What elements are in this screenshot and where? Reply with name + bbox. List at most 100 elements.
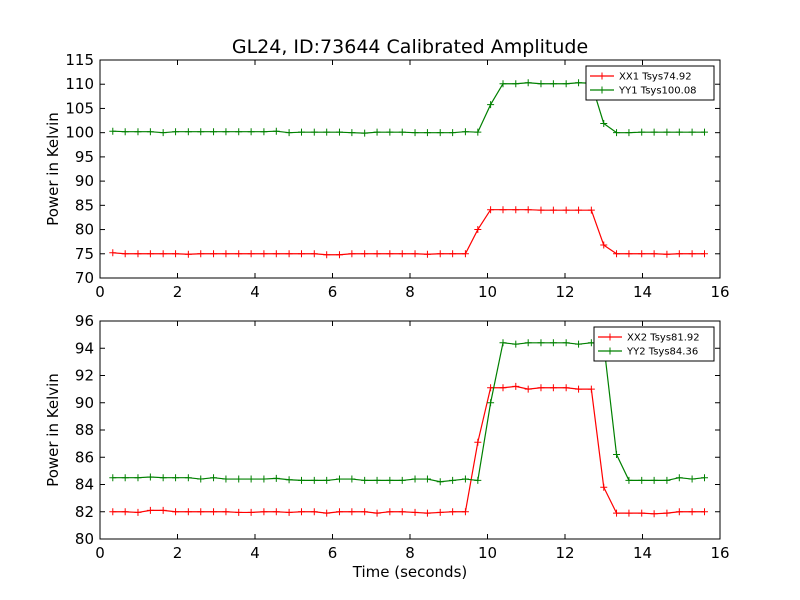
legend-marker	[598, 72, 606, 80]
data-point	[146, 506, 154, 514]
data-point	[411, 250, 419, 258]
data-point	[461, 128, 469, 136]
data-point	[650, 250, 658, 258]
data-point	[562, 206, 570, 214]
data-point	[499, 384, 507, 392]
data-point	[146, 473, 154, 481]
y-tick-label: 80	[75, 221, 94, 239]
legend-entry: XX2 Tsys81.92	[627, 333, 700, 344]
data-point	[373, 250, 381, 258]
data-point	[499, 80, 507, 88]
data-point	[701, 128, 708, 136]
data-point	[323, 128, 331, 136]
data-point	[537, 206, 545, 214]
data-point	[613, 129, 621, 137]
series-line-1	[112, 209, 705, 256]
x-tick-label: 12	[555, 544, 574, 562]
legend-marker	[606, 333, 614, 341]
data-point	[436, 508, 444, 516]
data-point	[575, 385, 583, 393]
y-tick-label: 75	[75, 245, 94, 263]
data-point	[650, 128, 658, 136]
data-point	[386, 128, 394, 136]
data-point	[134, 474, 142, 482]
x-tick-label: 0	[95, 544, 105, 562]
data-point	[638, 128, 646, 136]
data-point	[701, 250, 708, 258]
data-point	[549, 206, 557, 214]
data-point	[487, 399, 495, 407]
data-point	[474, 226, 482, 234]
data-point	[298, 508, 305, 516]
data-point	[474, 438, 482, 446]
data-point	[361, 129, 369, 137]
data-point	[146, 250, 154, 258]
x-tick-label: 2	[173, 544, 183, 562]
data-point	[146, 128, 154, 136]
data-point	[549, 384, 557, 392]
data-point	[474, 476, 482, 484]
data-point	[587, 385, 595, 393]
data-point	[411, 475, 419, 483]
data-point	[386, 476, 394, 484]
data-point	[423, 509, 431, 517]
data-point	[411, 508, 419, 516]
data-point	[285, 250, 293, 258]
y-axis-label: Power in Kelvin	[44, 373, 62, 487]
data-point	[625, 129, 633, 137]
data-point	[423, 129, 431, 137]
data-point	[247, 250, 255, 258]
data-point	[134, 250, 142, 258]
data-point	[675, 250, 683, 258]
data-point	[310, 128, 318, 136]
data-point	[348, 129, 356, 137]
data-point	[298, 250, 305, 258]
data-point	[436, 129, 444, 137]
data-point	[600, 483, 608, 491]
legend-entry: XX1 Tsys74.92	[619, 72, 692, 83]
data-point	[348, 508, 356, 516]
data-point	[575, 79, 583, 87]
data-point	[675, 474, 683, 482]
data-point	[423, 250, 431, 258]
data-point	[688, 508, 696, 516]
data-point	[449, 129, 457, 137]
data-point	[247, 475, 255, 483]
data-point	[663, 476, 671, 484]
data-point	[323, 476, 331, 484]
data-point	[298, 476, 305, 484]
data-point	[210, 250, 218, 258]
data-point	[121, 474, 129, 482]
data-point	[625, 509, 633, 517]
data-point	[650, 510, 658, 518]
data-point	[172, 508, 180, 516]
data-point	[335, 508, 343, 516]
data-point	[650, 476, 658, 484]
data-point	[600, 119, 608, 127]
data-point	[613, 250, 621, 258]
legend-marker	[598, 86, 606, 94]
data-point	[159, 250, 167, 258]
data-point	[688, 128, 696, 136]
data-point	[701, 508, 708, 516]
y-tick-label: 70	[75, 269, 94, 287]
data-point	[272, 508, 280, 516]
data-point	[562, 339, 570, 347]
data-point	[575, 340, 583, 348]
data-point	[449, 250, 457, 258]
legend-marker	[606, 347, 614, 355]
x-tick-label: 14	[633, 283, 652, 301]
y-tick-label: 94	[75, 339, 94, 357]
data-point	[512, 80, 520, 88]
chart-title: GL24, ID:73644 Calibrated Amplitude	[232, 36, 588, 58]
data-point	[121, 128, 129, 136]
data-point	[524, 385, 532, 393]
data-point	[625, 250, 633, 258]
data-point	[575, 206, 583, 214]
data-point	[260, 508, 268, 516]
data-point	[524, 206, 532, 214]
x-tick-label: 12	[555, 283, 574, 301]
data-point	[512, 206, 520, 214]
data-point	[461, 250, 469, 258]
data-point	[197, 508, 205, 516]
